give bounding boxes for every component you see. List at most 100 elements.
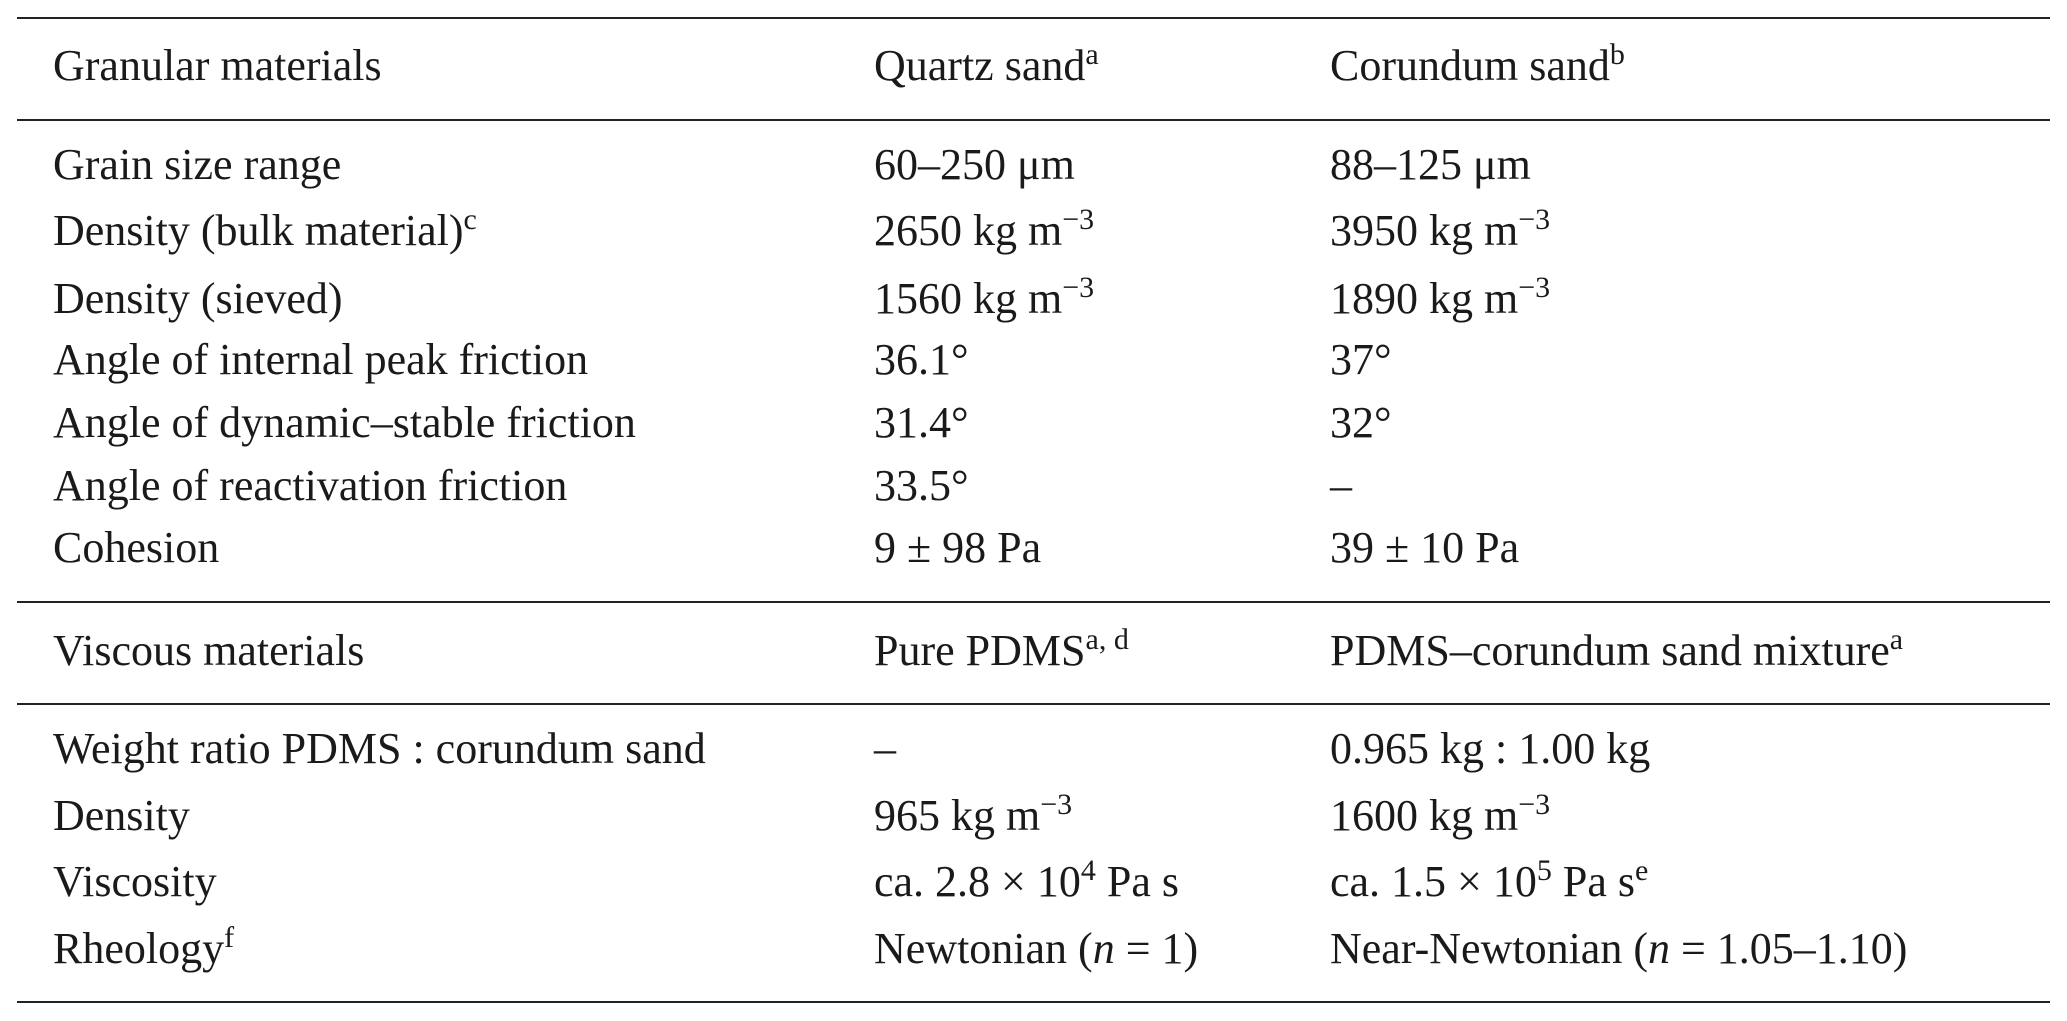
value-cell: –: [874, 724, 896, 774]
cell-text: ca. 2.8 × 10: [874, 857, 1081, 906]
cell-text: –: [1330, 461, 1352, 510]
cell-text: 3950 kg m: [1330, 206, 1519, 255]
row-label: Angle of reactivation friction: [53, 461, 567, 511]
cell-text: –: [874, 724, 896, 773]
header-rule: [17, 703, 2050, 705]
cell-text: Angle of internal peak friction: [53, 335, 589, 384]
value-cell: 39 ± 10 Pa: [1330, 523, 1519, 573]
row-label: Weight ratio PDMS : corundum sand: [53, 724, 706, 774]
value-cell: Near-Newtonian (n = 1.05–1.10): [1330, 924, 1907, 974]
cell-text: 965 kg m: [874, 791, 1041, 840]
cell-text: Quartz sand: [874, 41, 1086, 90]
variable: n: [1647, 924, 1670, 973]
value-cell: 88–125 μm: [1330, 140, 1531, 190]
row-label: Angle of internal peak friction: [53, 335, 588, 385]
value-cell: 32°: [1330, 398, 1392, 448]
header-rule: [17, 119, 2050, 121]
header-cell: PDMS–corundum sand mixturea: [1330, 623, 1904, 676]
value-cell: 33.5°: [874, 461, 969, 511]
top-rule: [17, 17, 2050, 19]
footnote-mark: 5: [1536, 854, 1552, 887]
cell-text: = 1): [1114, 924, 1199, 973]
value-cell: 1890 kg m−3: [1330, 271, 1551, 324]
footnote-mark: c: [463, 203, 477, 236]
header-cell: Viscous materials: [53, 626, 364, 676]
cell-text: 31.4°: [874, 398, 969, 447]
cell-text: 39 ± 10 Pa: [1330, 523, 1520, 572]
header-cell: Granular materials: [53, 41, 382, 91]
footnote-mark: e: [1635, 854, 1649, 887]
footnote-mark: −3: [1040, 788, 1073, 821]
cell-text: Near-Newtonian (: [1330, 924, 1648, 973]
footnote-mark: −3: [1062, 271, 1095, 304]
value-cell: 965 kg m−3: [874, 788, 1073, 841]
cell-text: PDMS–corundum sand mixture: [1330, 626, 1890, 675]
cell-text: 33.5°: [874, 461, 969, 510]
cell-text: Rheology: [53, 924, 225, 973]
value-cell: 37°: [1330, 335, 1392, 385]
footnote-mark: b: [1609, 38, 1625, 71]
value-cell: 1560 kg m−3: [874, 271, 1095, 324]
cell-text: 2650 kg m: [874, 206, 1063, 255]
cell-text: Newtonian (: [874, 924, 1093, 973]
row-label: Density (bulk material)c: [53, 203, 477, 256]
value-cell: 0.965 kg : 1.00 kg: [1330, 724, 1650, 774]
row-label: Cohesion: [53, 523, 219, 573]
footnote-mark: f: [224, 921, 235, 954]
row-label: Viscosity: [53, 857, 217, 907]
value-cell: 9 ± 98 Pa: [874, 523, 1041, 573]
cell-text: Density (bulk material): [53, 206, 464, 255]
value-cell: –: [1330, 461, 1352, 511]
value-cell: 3950 kg m−3: [1330, 203, 1551, 256]
value-cell: ca. 2.8 × 104 Pa s: [874, 856, 1179, 907]
header-cell: Pure PDMSa, d: [874, 623, 1129, 676]
cell-text: Weight ratio PDMS : corundum sand: [53, 724, 706, 773]
cell-text: Viscosity: [53, 857, 217, 906]
value-cell: 31.4°: [874, 398, 969, 448]
cell-text: Angle of dynamic–stable friction: [53, 398, 636, 447]
cell-text: 1600 kg m: [1330, 791, 1519, 840]
variable: n: [1092, 924, 1115, 973]
cell-text: Density (sieved): [53, 274, 343, 323]
cell-text: Density: [53, 791, 190, 840]
cell-text: Pa s: [1095, 857, 1179, 906]
cell-text: 88–125 μm: [1330, 140, 1531, 189]
value-cell: 2650 kg m−3: [874, 203, 1095, 256]
row-label: Rheologyf: [53, 921, 235, 974]
row-label: Density (sieved): [53, 274, 343, 324]
row-label: Density: [53, 791, 190, 841]
value-cell: 1600 kg m−3: [1330, 788, 1551, 841]
footnote-mark: a: [1889, 623, 1904, 656]
bottom-rule: [17, 1001, 2050, 1003]
header-cell: Quartz sanda: [874, 40, 1099, 91]
cell-text: Granular materials: [53, 41, 382, 90]
cell-text: Pa s: [1551, 857, 1635, 906]
cell-text: 60–250 μm: [874, 140, 1075, 189]
cell-text: 9 ± 98 Pa: [874, 523, 1042, 572]
footnote-mark: −3: [1518, 203, 1551, 236]
cell-text: 1560 kg m: [874, 274, 1063, 323]
value-cell: ca. 1.5 × 105 Pa se: [1330, 854, 1649, 907]
cell-text: 0.965 kg : 1.00 kg: [1330, 724, 1651, 773]
section-rule: [17, 601, 2050, 603]
cell-text: Corundum sand: [1330, 41, 1610, 90]
row-label: Angle of dynamic–stable friction: [53, 398, 636, 448]
cell-text: Viscous materials: [53, 626, 365, 675]
cell-text: 37°: [1330, 335, 1392, 384]
footnote-mark: −3: [1518, 271, 1551, 304]
cell-text: Grain size range: [53, 140, 342, 189]
cell-text: = 1.05–1.10): [1669, 924, 1908, 973]
header-cell: Corundum sandb: [1330, 38, 1625, 91]
cell-text: Cohesion: [53, 523, 220, 572]
cell-text: Angle of reactivation friction: [53, 461, 568, 510]
cell-text: 1890 kg m: [1330, 274, 1519, 323]
cell-text: Pure PDMS: [874, 626, 1086, 675]
value-cell: 60–250 μm: [874, 140, 1075, 190]
footnote-mark: −3: [1062, 203, 1095, 236]
footnote-mark: a, d: [1085, 623, 1129, 656]
row-label: Grain size range: [53, 140, 341, 190]
cell-text: 36.1°: [874, 335, 969, 384]
cell-text: ca. 1.5 × 10: [1330, 857, 1537, 906]
footnote-mark: −3: [1518, 788, 1551, 821]
